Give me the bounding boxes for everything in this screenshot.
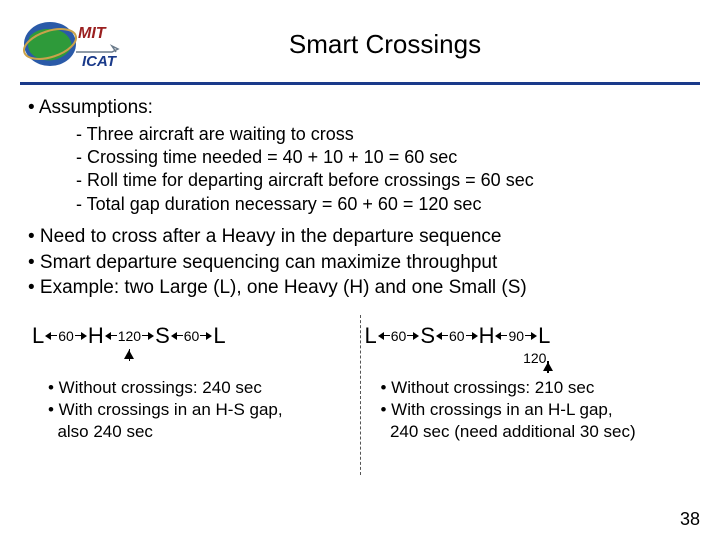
mit-icat-logo: MIT ICAT bbox=[20, 12, 130, 77]
svg-text:ICAT: ICAT bbox=[82, 53, 118, 70]
gap-arrow: 60 bbox=[171, 327, 213, 346]
bullet-item: • Need to cross after a Heavy in the dep… bbox=[28, 224, 692, 250]
assumption-item: - Crossing time needed = 40 + 10 + 10 = … bbox=[76, 146, 692, 169]
page-number: 38 bbox=[680, 509, 700, 530]
assumption-item: - Total gap duration necessary = 60 + 60… bbox=[76, 193, 692, 216]
gap-arrow: 90 bbox=[495, 327, 537, 346]
note-line: • Without crossings: 240 sec bbox=[48, 377, 356, 399]
svg-text:MIT: MIT bbox=[78, 25, 107, 42]
content: • Assumptions: - Three aircraft are wait… bbox=[0, 85, 720, 475]
note-line: • With crossings in an H-S gap, bbox=[48, 399, 356, 421]
aircraft-letter: L bbox=[365, 321, 377, 351]
aircraft-letter: L bbox=[213, 321, 225, 351]
aircraft-letter: S bbox=[420, 321, 435, 351]
gap-arrow: 60 bbox=[436, 327, 478, 346]
left-notes: • Without crossings: 240 sec • With cros… bbox=[32, 377, 356, 443]
aircraft-letter: L bbox=[32, 321, 44, 351]
note-line: • With crossings in an H-L gap, bbox=[381, 399, 689, 421]
gap-arrow: 60 bbox=[45, 327, 87, 346]
note-line: 240 sec (need additional 30 sec) bbox=[381, 421, 689, 443]
up-arrow-stem bbox=[547, 361, 549, 373]
sequence-diagram-left: L60H120S60L bbox=[32, 321, 356, 351]
right-notes: • Without crossings: 210 sec • With cros… bbox=[365, 377, 689, 443]
right-column: L60S60H90L • Without crossings: 210 sec … bbox=[365, 315, 689, 475]
note-line: • Without crossings: 210 sec bbox=[381, 377, 689, 399]
aircraft-letter: L bbox=[538, 321, 550, 351]
main-bullets: • Need to cross after a Heavy in the dep… bbox=[28, 224, 692, 301]
bullet-item: • Smart departure sequencing can maximiz… bbox=[28, 250, 692, 276]
header: MIT ICAT Smart Crossings bbox=[0, 0, 720, 80]
aircraft-letter: H bbox=[88, 321, 104, 351]
column-divider bbox=[360, 315, 361, 475]
gap-arrow: 60 bbox=[378, 327, 420, 346]
left-column: L60H120S60L • Without crossings: 240 sec… bbox=[32, 315, 356, 475]
assumptions-heading: • Assumptions: bbox=[28, 95, 692, 121]
two-column-region: L60H120S60L • Without crossings: 240 sec… bbox=[28, 315, 692, 475]
aircraft-letter: S bbox=[155, 321, 170, 351]
aircraft-letter: H bbox=[479, 321, 495, 351]
note-line: also 240 sec bbox=[48, 421, 356, 443]
assumption-item: - Three aircraft are waiting to cross bbox=[76, 123, 692, 146]
slide-title: Smart Crossings bbox=[130, 29, 700, 60]
bullet-item: • Example: two Large (L), one Heavy (H) … bbox=[28, 275, 692, 301]
assumptions-list: - Three aircraft are waiting to cross - … bbox=[28, 123, 692, 217]
assumption-item: - Roll time for departing aircraft befor… bbox=[76, 169, 692, 192]
sequence-diagram-right: L60S60H90L bbox=[365, 321, 689, 351]
